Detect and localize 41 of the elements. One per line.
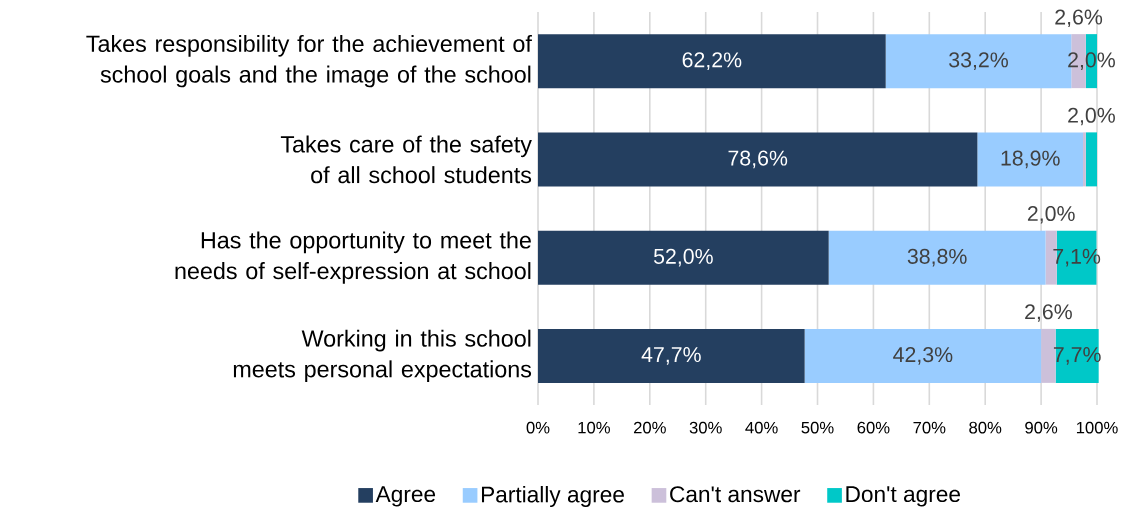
x-tick-label: 0% bbox=[526, 421, 550, 434]
bar bbox=[538, 328, 805, 383]
y-tick-label: Takes responsibility for the achievement of school goals and the image of the school bbox=[86, 34, 532, 88]
data-label: 2,0% bbox=[1027, 205, 1075, 224]
x-tick-label: 100% bbox=[1076, 421, 1118, 434]
legend-label: Can't answer bbox=[670, 486, 801, 503]
legend-label: Don't agree bbox=[846, 486, 960, 507]
legend-label: Agree bbox=[375, 486, 436, 507]
data-label: 38,8% bbox=[907, 248, 967, 267]
data-label: 78,6% bbox=[728, 150, 788, 169]
x-tick-label: 20% bbox=[633, 421, 666, 434]
legend-label: Partially agree bbox=[481, 485, 624, 507]
bar bbox=[538, 34, 886, 89]
x-tick-label: 50% bbox=[801, 421, 834, 434]
data-label: 62,2% bbox=[682, 52, 742, 70]
x-tick-label: 30% bbox=[689, 421, 722, 434]
bar bbox=[804, 328, 1042, 383]
data-label: 2,0% bbox=[1068, 107, 1115, 126]
y-tick-label: Has the opportunity to meet the needs of self-expression at school bbox=[175, 231, 531, 284]
x-tick-label: 70% bbox=[913, 421, 946, 434]
bar bbox=[1041, 328, 1056, 383]
data-label: 2,6% bbox=[1055, 9, 1103, 28]
y-tick-label: Takes care of the safety of all school students bbox=[280, 135, 532, 184]
bar bbox=[977, 132, 1084, 187]
data-label: 2,6% bbox=[1025, 304, 1072, 322]
bar bbox=[828, 230, 1046, 285]
data-label: 18,9% bbox=[1001, 150, 1060, 169]
x-tick-label: 60% bbox=[857, 421, 890, 434]
x-tick-label: 80% bbox=[969, 421, 1002, 434]
x-tick-label: 10% bbox=[578, 421, 610, 434]
data-label: 33,2% bbox=[949, 52, 1008, 70]
bar bbox=[1085, 132, 1098, 187]
bar bbox=[1083, 132, 1086, 187]
bar bbox=[538, 132, 978, 187]
y-tick-label: Working in this school meets personal expectations bbox=[233, 329, 532, 383]
bar bbox=[538, 230, 829, 285]
x-tick-label: 40% bbox=[745, 421, 778, 434]
data-label: 47,7% bbox=[641, 347, 701, 365]
data-label: 52,0% bbox=[653, 248, 713, 267]
x-tick-label: 90% bbox=[1025, 421, 1058, 434]
data-label: 42,3% bbox=[893, 347, 953, 365]
